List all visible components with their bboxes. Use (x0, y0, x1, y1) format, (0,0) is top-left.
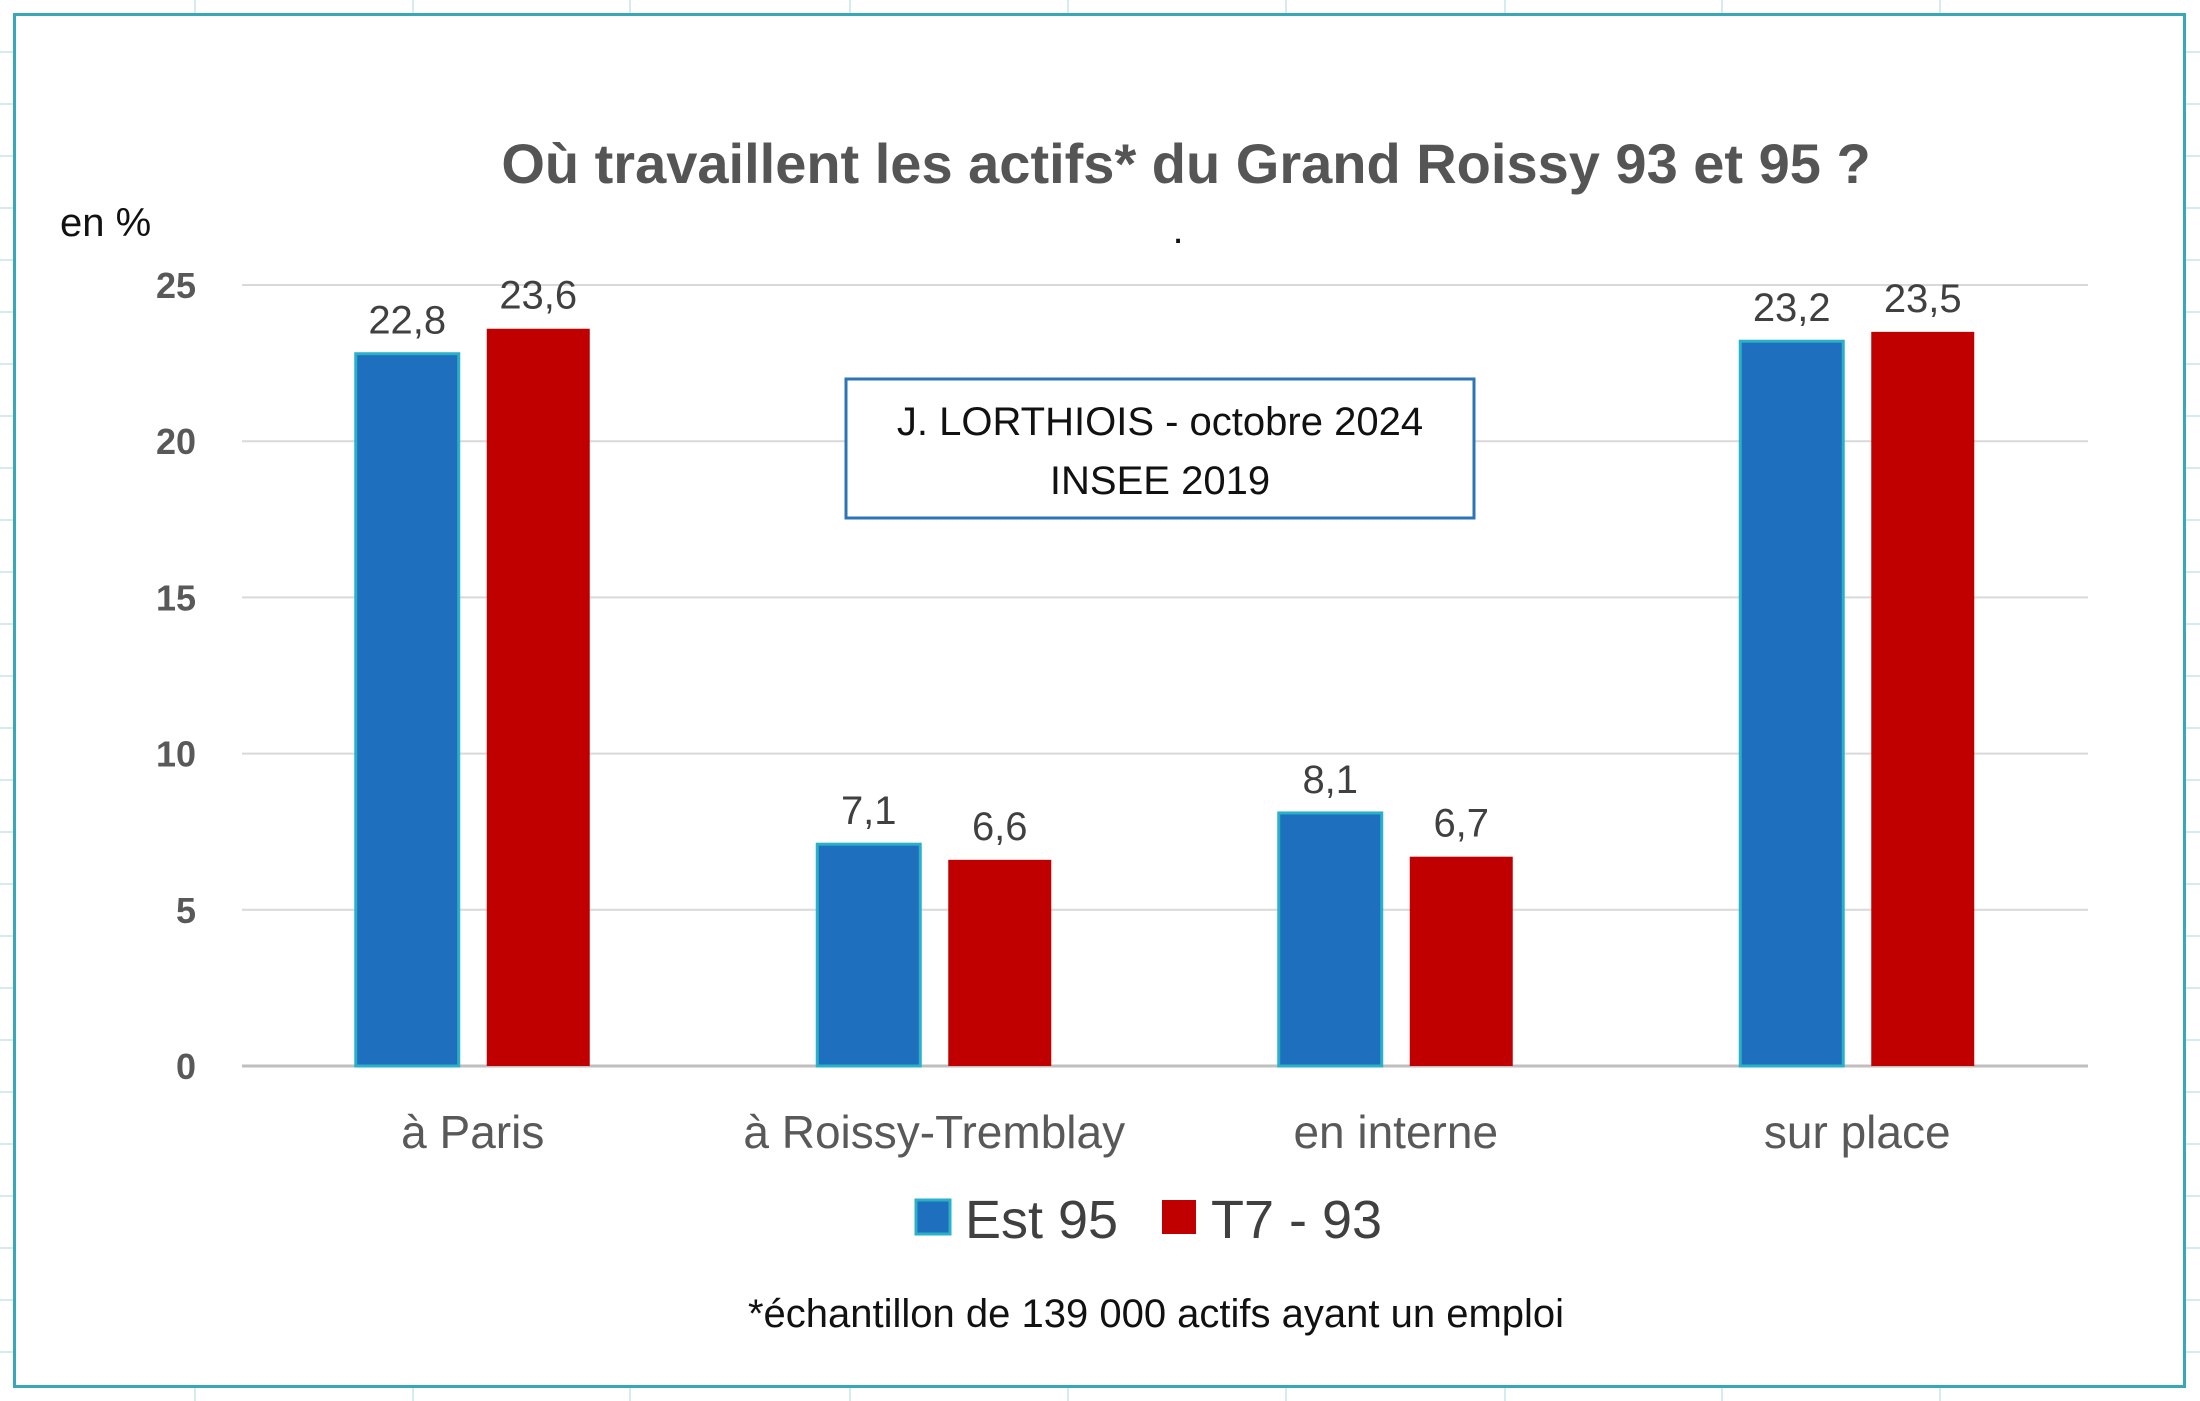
x-axis-category-labels: à Paris à Roissy-Tremblay en interne sur pl… (401, 1106, 1950, 1158)
data-labels: 22,8 23,6 7,1 6,6 8,1 6,7 23,2 23,5 (368, 274, 1961, 849)
bar-3-1[interactable] (1871, 331, 1975, 1066)
chart-title: Où travaillent les actifs* du Grand Rois… (501, 132, 1870, 195)
legend-label-est-95: Est 95 (965, 1190, 1118, 1250)
data-label-1-0: 7,1 (841, 789, 897, 833)
y-tick-label-25: 25 (156, 265, 196, 306)
bar-2-1[interactable] (1409, 856, 1513, 1066)
chart-subtitle: . (1172, 208, 1183, 252)
bar-2-0[interactable] (1277, 811, 1384, 1068)
source-annotation-box: J. LORTHIOIS - octobre 2024 INSEE 2019 (844, 377, 1476, 520)
bar-0-0[interactable] (354, 352, 461, 1068)
data-label-3-1: 23,5 (1884, 277, 1962, 321)
y-axis-label: en % (60, 201, 151, 245)
category-label-1: à Roissy-Tremblay (743, 1106, 1125, 1158)
bars (354, 328, 1975, 1068)
category-label-3: sur place (1764, 1106, 1951, 1158)
data-label-3-0: 23,2 (1753, 286, 1831, 330)
footnote: *échantillon de 139 000 actifs ayant un … (748, 1292, 1564, 1336)
bar-1-0[interactable] (815, 842, 922, 1068)
source-annotation-border (844, 377, 1476, 520)
data-label-0-0: 22,8 (368, 299, 446, 343)
data-label-0-1: 23,6 (499, 274, 577, 318)
data-label-2-1: 6,7 (1433, 802, 1489, 846)
legend-label-t7-93: T7 - 93 (1211, 1190, 1382, 1250)
category-label-2: en interne (1293, 1106, 1498, 1158)
legend-swatch-est-95 (914, 1198, 952, 1236)
legend-swatch-t7-93 (1162, 1200, 1196, 1234)
y-tick-label-10: 10 (156, 734, 196, 775)
y-tick-label-5: 5 (176, 890, 196, 931)
bar-1-1[interactable] (948, 859, 1052, 1066)
source-author-line: J. LORTHIOIS - octobre 2024 (897, 400, 1423, 444)
data-label-2-0: 8,1 (1302, 758, 1358, 802)
category-label-0: à Paris (401, 1106, 544, 1158)
bar-0-1[interactable] (486, 328, 590, 1067)
data-label-1-1: 6,6 (972, 805, 1028, 849)
bar-3-0[interactable] (1738, 339, 1845, 1068)
y-tick-label-15: 15 (156, 577, 196, 618)
source-insee-line: INSEE 2019 (1050, 459, 1270, 503)
legend[interactable]: Est 95 T7 - 93 (914, 1190, 1382, 1250)
y-tick-label-0: 0 (176, 1046, 196, 1087)
y-axis-ticks: 0 5 10 15 20 25 (156, 265, 196, 1087)
y-tick-label-20: 20 (156, 421, 196, 462)
